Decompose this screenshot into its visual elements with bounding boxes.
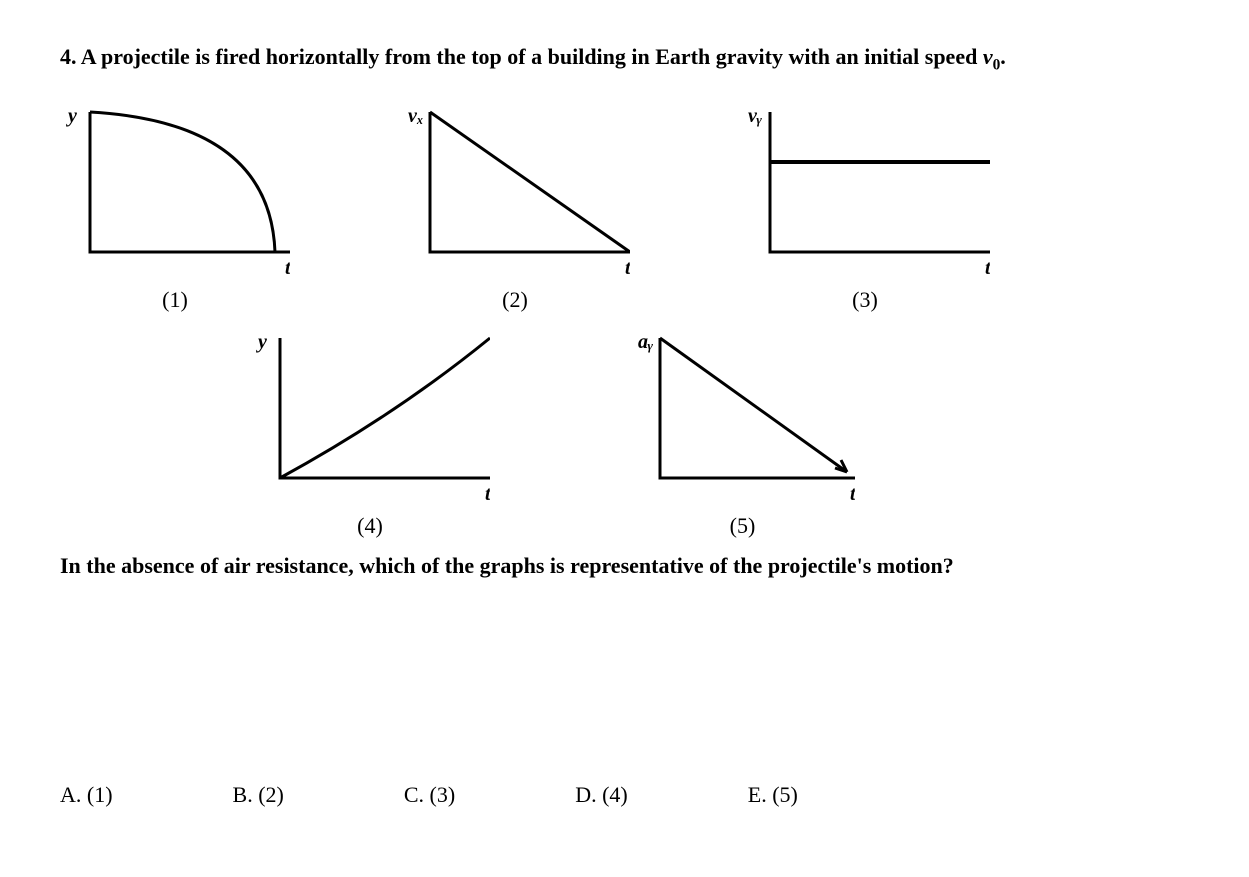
question-prompt: 4. A projectile is fired horizontally fr… <box>60 40 1189 77</box>
graphs-row-2: yt (4) aᵧt (5) <box>250 323 1189 539</box>
answer-b[interactable]: B. (2) <box>233 782 284 808</box>
svg-text:vₓ: vₓ <box>408 105 424 127</box>
svg-text:t: t <box>625 257 630 279</box>
graphs-row-1: yt (1) vₓt (2) vᵧt (3) <box>60 97 1189 313</box>
chart-2-svg: vₓ t <box>400 97 630 282</box>
svg-text:t: t <box>285 257 290 279</box>
answer-c[interactable]: C. (3) <box>404 782 455 808</box>
chart-5-svg: aᵧ t <box>630 323 855 508</box>
question-text-2: . <box>1000 44 1006 69</box>
graph-5: aᵧ t (5) <box>630 323 855 539</box>
question-text-1: A projectile is fired horizontally from … <box>81 44 983 69</box>
answer-choices: A. (1) B. (2) C. (3) D. (4) E. (5) <box>60 782 1189 808</box>
svg-text:y: y <box>66 105 77 127</box>
svg-text:t: t <box>485 483 490 505</box>
graph-5-caption: (5) <box>730 513 756 539</box>
chart-3-svg: vᵧ t <box>740 97 990 282</box>
answer-e[interactable]: E. (5) <box>748 782 798 808</box>
svg-text:vᵧ: vᵧ <box>748 105 762 127</box>
graph-3: vᵧ t (3) <box>740 97 990 313</box>
svg-text:y: y <box>256 331 267 353</box>
svg-text:t: t <box>850 483 855 505</box>
graph-4: yt (4) <box>250 323 490 539</box>
chart-1-svg: yt <box>60 97 290 282</box>
graph-3-caption: (3) <box>852 287 878 313</box>
follow-up-question: In the absence of air resistance, which … <box>60 549 1189 582</box>
answer-d[interactable]: D. (4) <box>575 782 628 808</box>
chart-4-svg: yt <box>250 323 490 508</box>
graph-1-caption: (1) <box>162 287 188 313</box>
svg-text:t: t <box>985 257 990 279</box>
graph-2: vₓ t (2) <box>400 97 630 313</box>
question-variable: v <box>983 44 993 69</box>
graph-2-caption: (2) <box>502 287 528 313</box>
svg-text:aᵧ: aᵧ <box>638 331 653 353</box>
graph-4-caption: (4) <box>357 513 383 539</box>
answer-a[interactable]: A. (1) <box>60 782 113 808</box>
graph-1: yt (1) <box>60 97 290 313</box>
question-number: 4. <box>60 44 77 69</box>
